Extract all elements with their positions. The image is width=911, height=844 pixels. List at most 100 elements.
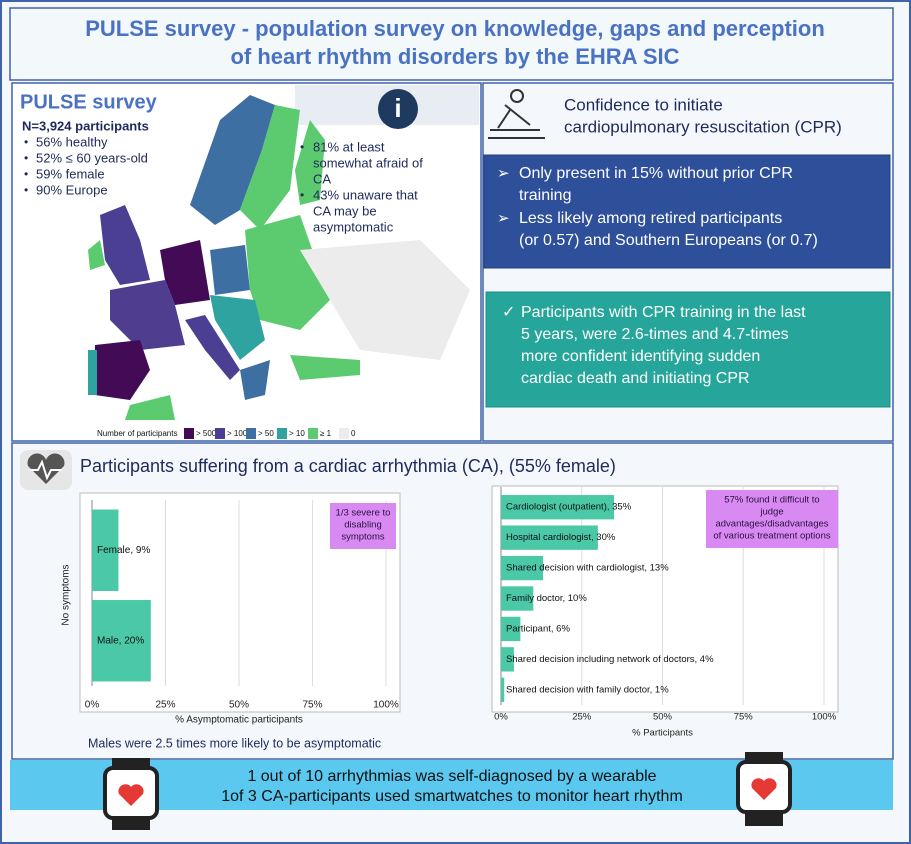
fact-line: CA (313, 171, 331, 186)
x-tick-label: 25% (155, 700, 175, 711)
legend-swatch (215, 428, 225, 439)
annotation-line: of various treatment options (713, 531, 830, 542)
map-region (300, 240, 470, 360)
map-region (125, 395, 175, 420)
legend-swatch (246, 428, 256, 439)
section-heading: Participants suffering from a cardiac ar… (80, 456, 616, 476)
bar (501, 586, 534, 611)
legend-label: > 100 (227, 429, 248, 438)
watch-icon (103, 752, 792, 830)
info-icon (378, 89, 418, 129)
map-region (110, 280, 185, 350)
map-region (160, 240, 210, 305)
strap (745, 812, 783, 826)
x-tick-label: 0% (85, 700, 100, 711)
cpr-heading: cardiopulmonary resuscitation (CPR) (564, 117, 842, 136)
bullet: • (24, 151, 28, 165)
x-axis-label: % Participants (632, 728, 693, 739)
banner-line: 1 out of 10 arrhythmias was self-diagnos… (247, 768, 656, 785)
bar (92, 600, 151, 682)
bar (501, 525, 598, 550)
banner-line: 1of 3 CA-participants used smartwatches … (221, 788, 683, 805)
heart (27, 453, 65, 484)
bullet: • (300, 140, 304, 154)
map-region (240, 105, 300, 230)
participants: N=3,924 participants (22, 118, 149, 133)
map-region (210, 245, 250, 295)
cpr-icon (488, 89, 545, 139)
heart-icon (20, 450, 72, 490)
cpr-teal-line: 5 years, were 2.6-times and 4.7-times (521, 326, 789, 343)
cpr-item-line: Only present in 15% without prior CPR (519, 165, 793, 182)
x-tick-label: 100% (812, 712, 837, 723)
x-tick-label: 50% (653, 712, 673, 723)
icon-part (488, 104, 545, 139)
map-region (290, 355, 360, 380)
icon-part (510, 89, 524, 103)
heart (118, 784, 144, 806)
legend-swatch (184, 428, 194, 439)
bar-label: Shared decision with cardiologist, 13% (506, 563, 669, 574)
cpr-teal-line: Participants with CPR training in the la… (521, 304, 806, 321)
legend-swatch (308, 428, 318, 439)
bar-label: Shared decision with family doctor, 1% (506, 684, 669, 695)
annotation-line: 57% found it difficult to (724, 495, 819, 506)
legend-label: > 50 (258, 429, 274, 438)
legend-label: 0 (351, 429, 356, 438)
blue-box (483, 154, 891, 269)
cpr-item-line: (or 0.57) and Southern Europeans (or 0.7… (519, 232, 818, 249)
cpr-heading: Confidence to initiate (564, 95, 723, 114)
legend-swatch (277, 428, 287, 439)
fact-line: somewhat afraid of (313, 155, 423, 170)
map-region (88, 350, 97, 395)
fact-line: 81% at least (313, 139, 385, 154)
info-letter: i (394, 93, 401, 123)
x-tick-label: 50% (229, 700, 249, 711)
bullet: • (24, 167, 28, 181)
bullet: • (300, 188, 304, 202)
map-region (240, 360, 270, 400)
bar-label: Cardiologist (outpatient), 35% (506, 502, 632, 513)
fact-line: CA may be (313, 203, 377, 218)
bar-label: Male, 20% (97, 635, 144, 646)
legend-label: > 500 (196, 429, 217, 438)
map-region (100, 205, 150, 285)
cpr-teal-line: cardiac death and initiating CPR (521, 370, 750, 387)
fact-line: 43% unaware that (313, 187, 418, 202)
x-tick-label: 75% (734, 712, 754, 723)
title-line: PULSE survey - population survey on know… (85, 16, 825, 41)
legend-label: > 10 (289, 429, 305, 438)
annotation-box (330, 503, 396, 549)
bar-label: Hospital cardiologist, 30% (506, 532, 616, 543)
x-tick-label: 25% (572, 712, 592, 723)
check-bullet: ✓ (502, 304, 515, 321)
annotation-line: disabling (344, 520, 382, 531)
heart (751, 778, 777, 800)
map-region (88, 240, 105, 270)
cpr-item-line: training (519, 187, 571, 204)
legend-label: ≥ 1 (320, 429, 332, 438)
bar-label: Participant, 6% (506, 623, 570, 634)
map-region (245, 215, 330, 330)
bullet: • (24, 135, 28, 149)
map-region (185, 315, 240, 380)
survey-bullet: 52% ≤ 60 years-old (36, 150, 148, 165)
bar-label: Female, 9% (97, 545, 150, 556)
survey-bullet: 59% female (36, 166, 105, 181)
map-region (95, 340, 150, 400)
bar (501, 495, 615, 520)
x-tick-label: 100% (373, 700, 399, 711)
map-region (295, 120, 325, 205)
bar (501, 647, 514, 672)
arrow-bullet: ➢ (497, 210, 510, 227)
annotation-box (706, 490, 838, 548)
x-axis-label: % Asymptomatic participants (175, 715, 303, 726)
bullet: • (24, 183, 28, 197)
title-line: of heart rhythm disorders by the EHRA SI… (230, 44, 679, 69)
legend-swatch (339, 428, 349, 439)
bar (92, 509, 119, 591)
legend-title: Number of participants (97, 429, 177, 438)
bar (501, 555, 543, 581)
map-region (210, 295, 265, 360)
